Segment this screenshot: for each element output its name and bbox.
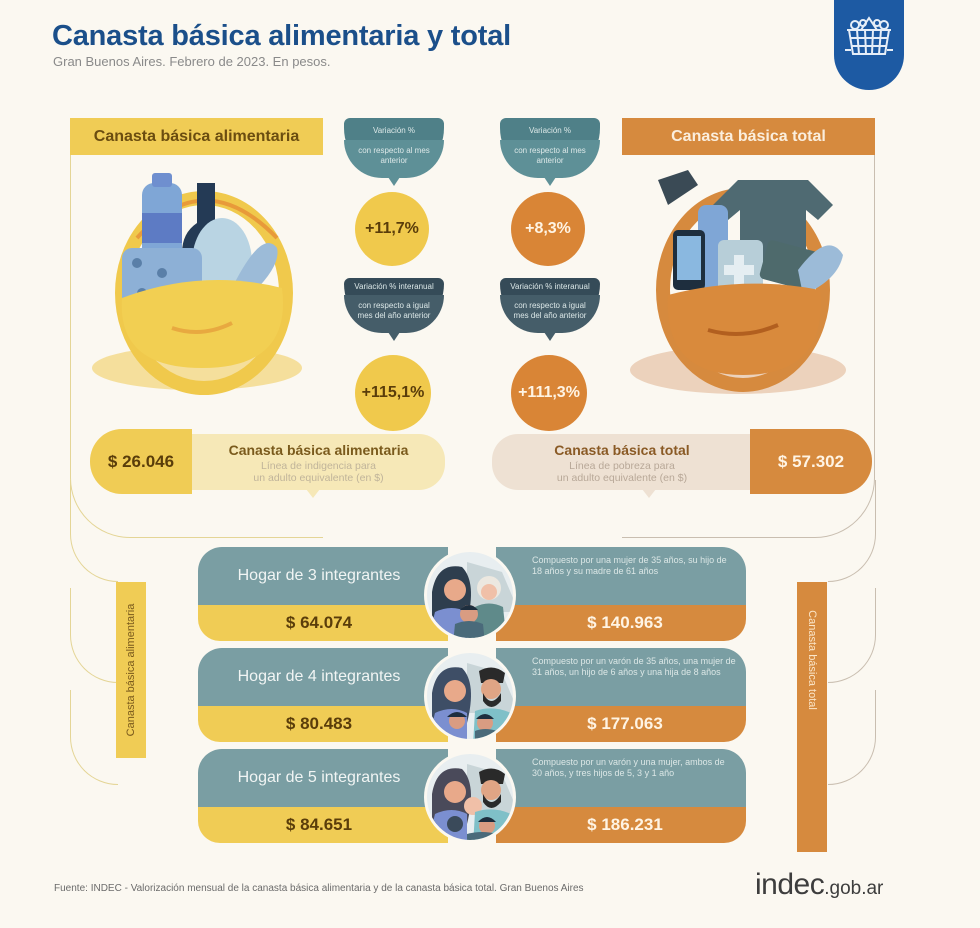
household-cba-amount: $ 80.483 [285, 714, 353, 733]
household-cba-amount: $ 84.651 [285, 815, 353, 834]
family-illustration [424, 751, 516, 843]
cba-connector [70, 480, 118, 582]
household-title: Hogar de 3 integrantes [237, 567, 401, 584]
cbt-summary: Canasta básica total Línea de pobreza pa… [492, 429, 879, 498]
row-left-top [198, 749, 448, 807]
household-title: Hogar de 5 integrantes [237, 769, 401, 786]
cba-summary-line2: un adulto equivalente (en $) [253, 472, 384, 484]
cbt-yearly-variation-bubble: Variación % interanual con respecto a ig… [500, 278, 600, 341]
cba-yearly-variation-value: +115,1% [355, 355, 431, 431]
row-right-top [496, 749, 746, 807]
variation-sublabel: con respecto al mes anterior [500, 140, 600, 178]
household-title: Hogar de 4 integrantes [237, 668, 401, 685]
household-cbt-amount: $ 140.963 [587, 613, 663, 632]
variation-sublabel: con respecto a igual mes del año anterio… [344, 295, 444, 333]
cba-monthly-variation-value: +11,7% [355, 192, 429, 266]
cbt-connector [828, 480, 876, 582]
cbt-yearly-variation-value: +111,3% [511, 355, 587, 431]
variation-label: Variación % interanual [354, 282, 434, 291]
cbt-heading: Canasta básica total [622, 118, 875, 155]
cbt-summary-line1: Línea de pobreza para [569, 460, 675, 472]
row-right-bottom [496, 605, 746, 641]
logo-badge [834, 0, 904, 90]
cba-summary-description: Canasta básica alimentaria Línea de indi… [192, 434, 445, 498]
cbt-summary-title: Canasta básica total [554, 442, 690, 458]
cbt-connector [828, 588, 876, 683]
row-left-bottom [198, 706, 448, 742]
variation-sublabel: con respecto al mes anterior [344, 140, 444, 178]
cba-side-label: Canasta básica alimentaria [116, 582, 146, 758]
cba-connector [70, 690, 118, 785]
cba-summary: Canasta básica alimentaria Línea de indi… [90, 429, 445, 498]
household-composition: Compuesto por una mujer de 35 años, su h… [532, 555, 727, 576]
row-left-bottom [198, 807, 448, 843]
cba-yearly-variation-bubble: Variación % interanual con respecto a ig… [344, 278, 444, 341]
cbt-summary-description: Canasta básica total Línea de pobreza pa… [492, 434, 752, 498]
brand-suffix: .gob.ar [824, 878, 884, 899]
household-row-3: Hogar de 3 integrantes $ 64.074 $ 140.96… [198, 547, 746, 642]
variation-sublabel: con respecto a igual mes del año anterio… [500, 295, 600, 333]
cba-summary-title: Canasta básica alimentaria [228, 442, 409, 458]
cba-frame [70, 118, 323, 538]
cba-side-label-text: Canasta básica alimentaria [125, 603, 137, 737]
household-cba-amount: $ 64.074 [285, 613, 353, 632]
cbt-side-label: Canasta básica total [797, 582, 827, 852]
cba-heading: Canasta básica alimentaria [70, 118, 323, 155]
cba-connector [70, 588, 118, 683]
cba-monthly-variation-bubble: Variación % con respecto al mes anterior [344, 118, 444, 186]
source-note: Fuente: INDEC - Valorización mensual de … [54, 883, 584, 894]
variation-label: Variación % [528, 126, 572, 135]
variation-label: Variación % [372, 126, 416, 135]
row-right-top [496, 648, 746, 706]
family-illustration [424, 549, 516, 641]
indec-logo: indec.gob.ar [755, 868, 883, 902]
household-row-4: Hogar de 4 integrantes $ 80.483 $ 177.06… [198, 648, 746, 743]
cbt-monthly-variation-value: +8,3% [511, 192, 585, 266]
page-title: Canasta básica alimentaria y total [52, 20, 512, 52]
food-basket-illustration [92, 173, 302, 395]
household-composition: Compuesto por un varón de 35 años, una m… [532, 656, 736, 677]
variation-label: Variación % interanual [510, 282, 590, 291]
cbt-side-label-text: Canasta básica total [806, 610, 818, 710]
household-cbt-amount: $ 186.231 [587, 815, 663, 834]
family-illustration [424, 650, 516, 742]
row-left-top [198, 547, 448, 605]
cbt-summary-line2: un adulto equivalente (en $) [556, 472, 688, 484]
household-composition: Compuesto por un varón y una mujer, ambo… [532, 757, 725, 778]
shopping-basket-icon [845, 16, 893, 55]
row-left-top [198, 648, 448, 706]
cbt-monthly-variation-bubble: Variación % con respecto al mes anterior [500, 118, 600, 186]
household-row-5: Hogar de 5 integrantes $ 84.651 $ 186.23… [198, 749, 746, 844]
household-cbt-amount: $ 177.063 [587, 714, 663, 733]
goods-basket-illustration [630, 170, 846, 394]
brand-main: indec [755, 868, 825, 901]
page-subtitle: Gran Buenos Aires. Febrero de 2023. En p… [53, 54, 331, 69]
cbt-connector [828, 690, 876, 785]
cba-summary-line1: Línea de indigencia para [260, 460, 376, 472]
row-left-bottom [198, 605, 448, 641]
cbt-frame [622, 118, 875, 538]
row-right-top [496, 547, 746, 605]
row-right-bottom [496, 807, 746, 843]
row-right-bottom [496, 706, 746, 742]
